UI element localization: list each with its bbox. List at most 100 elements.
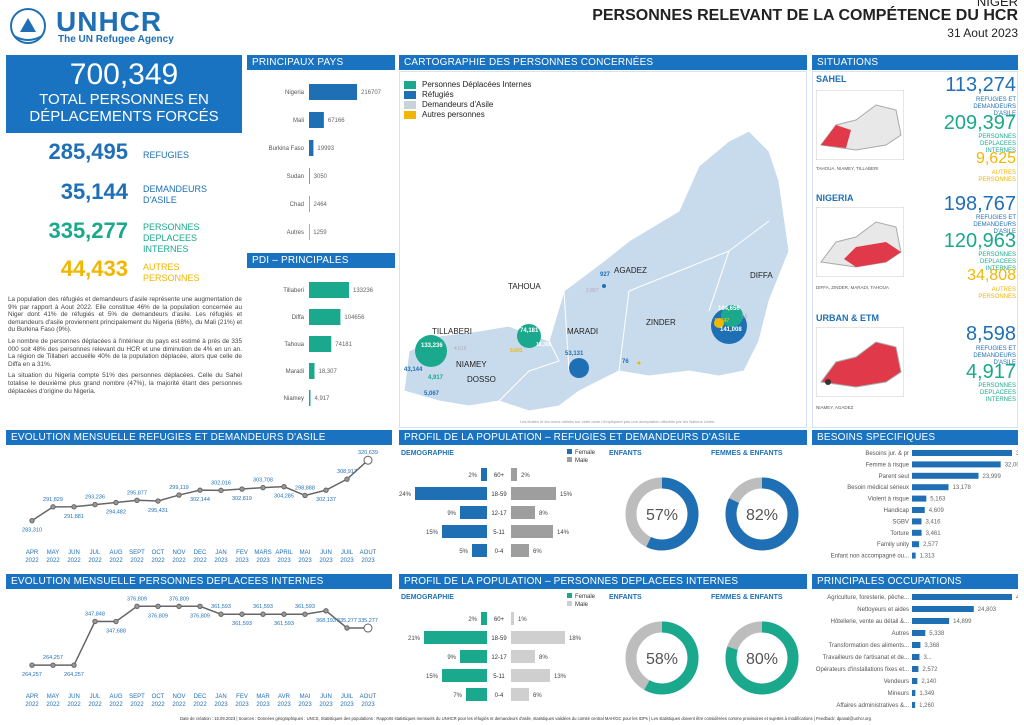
age-label: 0-4 — [495, 693, 504, 699]
data-point — [176, 603, 182, 609]
data-label: 264,257 — [22, 672, 42, 678]
total-label-2: DÉPLACEMENTS FORCÉS — [29, 108, 219, 125]
other-value: 44,433 — [60, 256, 128, 281]
bar-label: Affaires administratives &... — [836, 703, 909, 709]
x-tick-label: APRIL — [275, 550, 293, 556]
data-point — [92, 618, 98, 625]
data-point — [197, 487, 203, 493]
bar-label: Burkina Faso — [269, 146, 305, 152]
sahel-idp-label: PERSONNES DEPLACEES INTERNES — [978, 134, 1016, 154]
bar — [912, 472, 979, 479]
bar-label: Chad — [290, 202, 304, 208]
bar-label: Sudan — [287, 174, 304, 180]
data-point — [363, 455, 373, 465]
legend-swatch — [404, 80, 416, 89]
x-tick-label: 2023 — [256, 558, 270, 564]
female-value: 2% — [468, 617, 477, 623]
data-label: 376,809 — [190, 613, 210, 619]
profil-pdi-title: PROFIL DE LA POPULATION – PERSONNES DEPL… — [399, 574, 807, 589]
x-tick-label: 2022 — [172, 558, 186, 564]
org-name: UNHCR — [56, 6, 163, 37]
evo-pdi-chart: 264,257 APR 2022 264,257 MAY 2022 264,257 JUN 20… — [22, 596, 378, 708]
bar — [309, 309, 341, 325]
data-point — [71, 504, 77, 510]
enfants-donut-arc — [625, 621, 699, 695]
data-label: 368,193 — [316, 618, 336, 624]
data-point — [239, 486, 245, 492]
x-tick-label: JUIL — [341, 550, 354, 556]
female-value: 15% — [426, 674, 439, 680]
data-label: 308,917 — [337, 469, 357, 475]
bar — [309, 168, 310, 184]
x-tick-label: MAY — [47, 694, 60, 700]
data-label: 299,119 — [169, 485, 188, 491]
bar — [912, 654, 920, 660]
x-tick-label: 2023 — [277, 702, 291, 708]
bar — [912, 606, 974, 612]
bar — [309, 112, 324, 128]
bar-value: 23,999 — [983, 474, 1002, 480]
x-tick-label: MARS — [254, 550, 271, 556]
data-label: 295,431 — [148, 508, 168, 514]
male-bar — [511, 544, 529, 557]
region-dosso: DOSSO — [467, 375, 496, 384]
age-label: 0-4 — [495, 549, 504, 555]
male-value: 6% — [533, 549, 542, 555]
x-tick-label: JUIL — [341, 694, 354, 700]
niger-shape — [403, 130, 790, 412]
x-tick-label: AUG — [109, 550, 122, 556]
data-point — [176, 492, 182, 498]
data-point — [260, 484, 266, 491]
page-date: 31 Aout 2023 — [947, 26, 1018, 40]
x-tick-label: 2022 — [67, 702, 81, 708]
bar-value: 13,178 — [953, 485, 972, 491]
demographie-label: DEMOGRAPHIE — [401, 450, 454, 457]
male-bar — [511, 525, 553, 538]
male-value: 14% — [557, 530, 570, 536]
country: NIGER — [976, 0, 1018, 9]
unhcr-emblem-icon — [10, 8, 46, 44]
data-point — [134, 497, 140, 503]
age-label: 60+ — [494, 473, 505, 479]
x-tick-label: 2022 — [109, 558, 123, 564]
footer: Date de création : 15.09.2023 | Sources … — [180, 716, 872, 721]
total-value: 700,349 — [69, 58, 179, 91]
age-label: 18-59 — [491, 492, 507, 498]
region-agadez: AGADEZ — [614, 266, 647, 275]
data-label: 347,688 — [106, 629, 126, 635]
x-tick-label: APR — [26, 694, 39, 700]
x-tick-label: SEPT — [129, 694, 145, 700]
female-value: 2% — [468, 473, 477, 479]
x-tick-label: 2022 — [193, 558, 207, 564]
x-tick-label: NOV — [172, 694, 185, 700]
x-tick-label: JUN — [320, 550, 332, 556]
female-value: 24% — [399, 492, 412, 498]
x-tick-label: NOV — [172, 550, 185, 556]
legend-male-label: Male — [575, 458, 589, 464]
map-value: 74,181 — [520, 328, 539, 334]
x-tick-label: 2022 — [109, 702, 123, 708]
bar-label: Femme à risque — [866, 462, 910, 468]
male-bar — [511, 650, 535, 663]
profil-ref-title: PROFIL DE LA POPULATION – REFUGIES ET DE… — [399, 430, 807, 445]
data-label: 361,593 — [232, 621, 252, 627]
male-value: 8% — [539, 511, 548, 517]
data-label: 361,593 — [253, 604, 273, 610]
asylum-value: 35,144 — [60, 179, 128, 204]
data-point — [113, 499, 119, 506]
male-bar — [511, 631, 565, 644]
urban-refugees: 8,598 — [965, 323, 1016, 345]
data-label: 335,277 — [337, 618, 357, 624]
data-point — [71, 662, 77, 668]
legend-label: Autres personnes — [422, 110, 485, 119]
bar-label: Travailleurs de l'artisanat et de... — [823, 655, 910, 661]
maradi-ref-bubble — [569, 358, 589, 378]
enfants-donut-arc — [625, 477, 699, 551]
male-value: 15% — [560, 492, 573, 498]
bar — [912, 702, 916, 708]
enfants-label: ENFANTS — [609, 594, 642, 601]
bar-label: Mali — [293, 118, 304, 124]
female-bar — [442, 669, 487, 682]
bar — [309, 196, 310, 212]
bar-value: 3050 — [314, 174, 328, 180]
